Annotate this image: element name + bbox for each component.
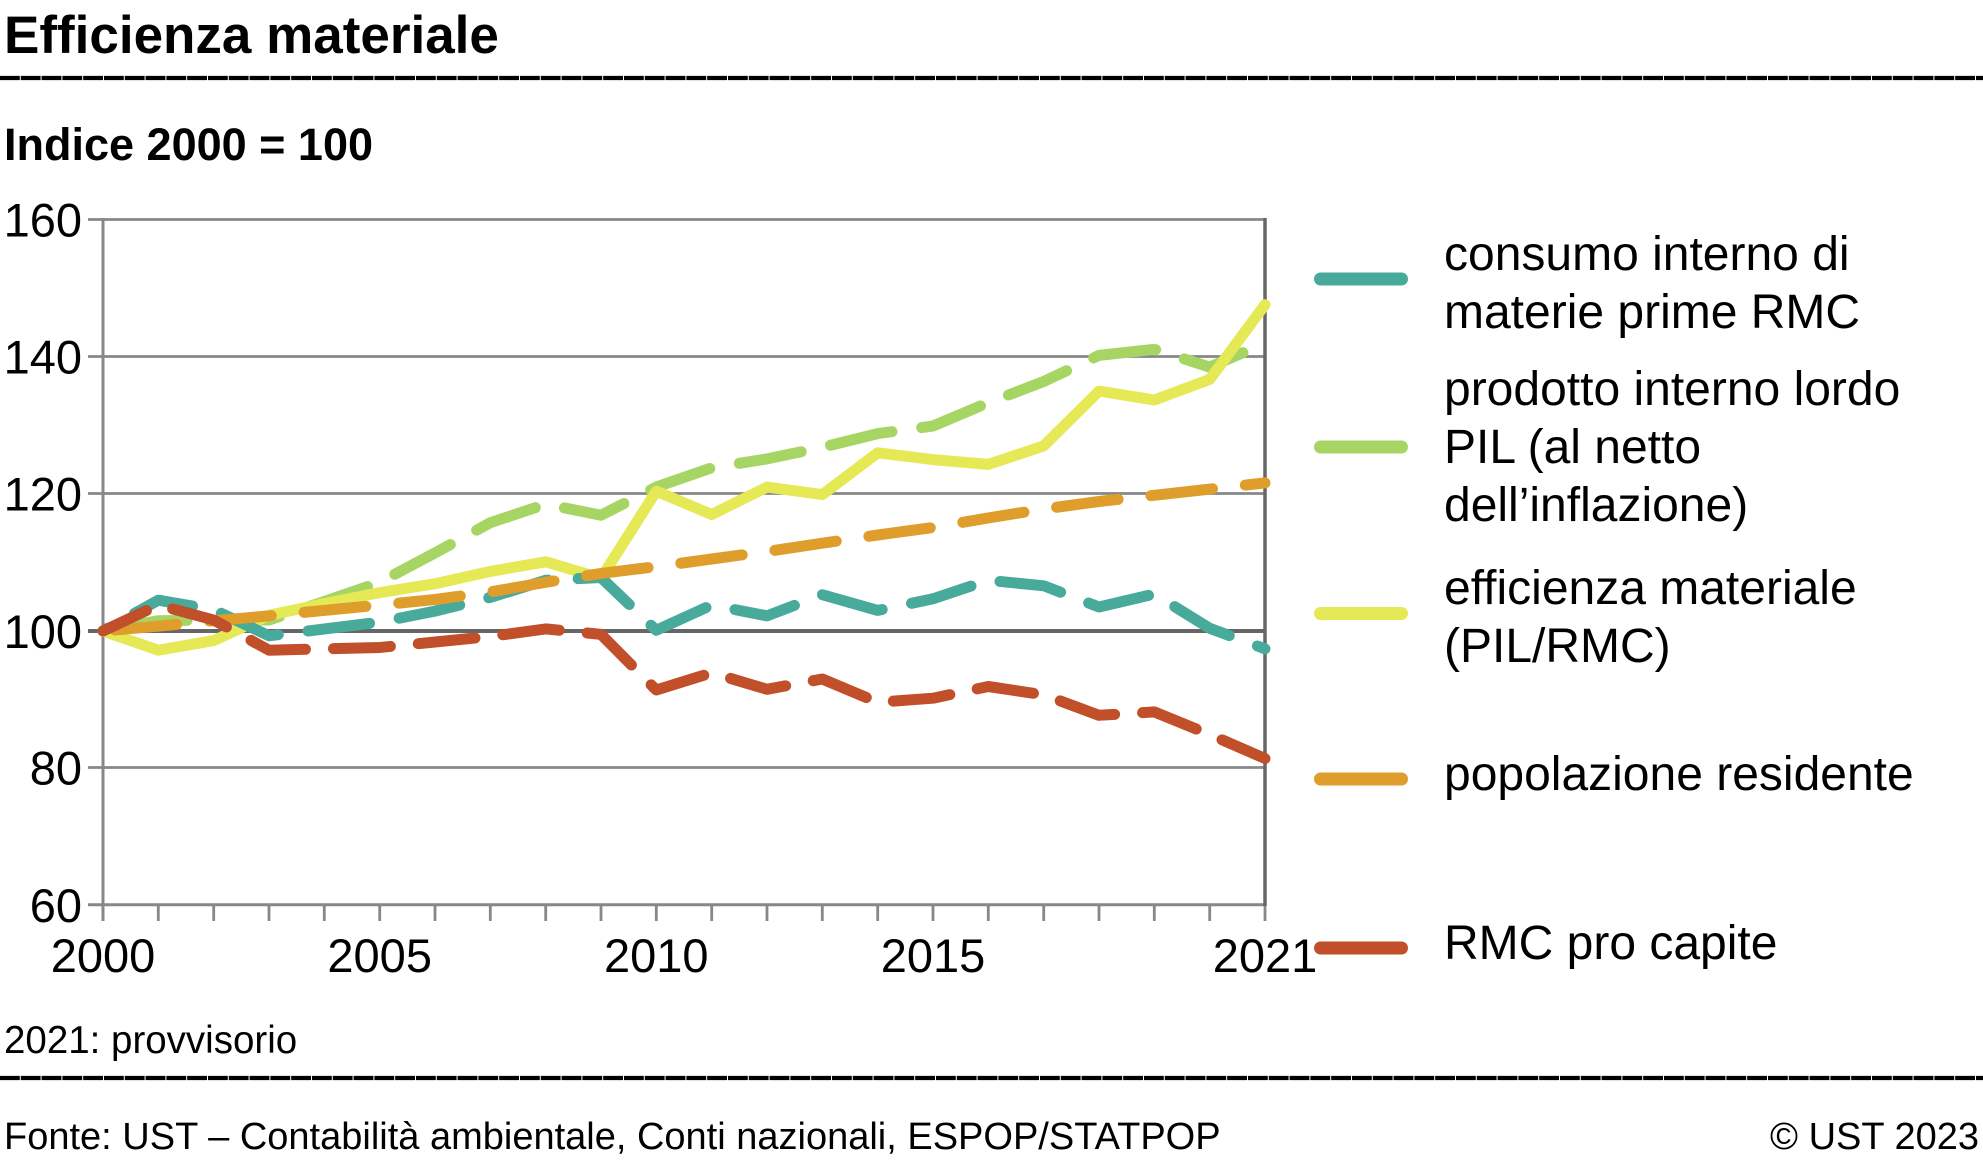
svg-text:120: 120 [4,468,82,521]
svg-text:2021: 2021 [1213,929,1318,982]
svg-text:materie prime RMC: materie prime RMC [1444,286,1860,339]
svg-text:2021: provvisorio: 2021: provvisorio [4,1019,297,1062]
svg-text:PIL (al netto: PIL (al netto [1444,421,1701,474]
svg-text:Fonte: UST – Contabilità ambie: Fonte: UST – Contabilità ambientale, Con… [4,1116,1221,1158]
svg-text:60: 60 [30,879,82,932]
svg-text:80: 80 [30,742,82,795]
svg-text:consumo interno di: consumo interno di [1444,228,1850,281]
svg-text:2005: 2005 [327,929,432,982]
svg-text:Indice 2000 = 100: Indice 2000 = 100 [4,119,373,170]
svg-text:100: 100 [4,605,82,658]
svg-text:© UST 2023: © UST 2023 [1770,1116,1979,1158]
svg-text:efficienza materiale: efficienza materiale [1444,562,1857,615]
svg-text:(PIL/RMC): (PIL/RMC) [1444,620,1671,673]
svg-text:2010: 2010 [604,929,709,982]
svg-text:140: 140 [4,331,82,384]
svg-text:prodotto interno lordo: prodotto interno lordo [1444,363,1900,416]
svg-text:Efficienza materiale: Efficienza materiale [4,6,499,65]
svg-text:popolazione residente: popolazione residente [1444,748,1914,801]
svg-text:160: 160 [4,194,82,247]
svg-text:2000: 2000 [51,929,156,982]
svg-text:RMC pro capite: RMC pro capite [1444,917,1777,970]
svg-text:dell’inflazione): dell’inflazione) [1444,479,1748,532]
svg-text:2015: 2015 [881,929,986,982]
